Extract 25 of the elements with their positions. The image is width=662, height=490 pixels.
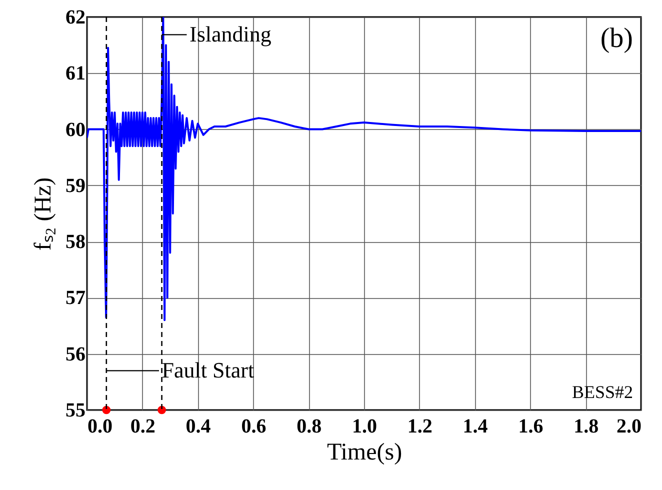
x-tick-label: 0.2 [130,416,156,438]
annotation: BESS#2 [572,382,633,402]
y-tick-label: 56 [66,343,86,366]
y-axis-title: fₛ₂ (Hz) [30,177,56,251]
y-tick-label: 60 [66,118,86,141]
x-tick-label: 2.0 [616,416,642,438]
x-tick-label: 0.6 [241,416,266,438]
x-tick-label: 0.8 [296,416,322,438]
x-axis-title: Time(s) [326,440,402,466]
x-tick-label: 1.6 [518,416,544,438]
x-tick-label: 0.0 [88,416,112,438]
y-tick-label: 55 [66,400,86,422]
ref-line-label: Islanding [189,22,272,47]
y-tick-label: 62 [66,6,86,28]
y-tick-label: 58 [66,231,86,254]
y-tick-label: 61 [66,62,86,85]
annotation: (b) [600,23,633,54]
y-tick-label: 59 [66,174,86,197]
y-tick-label: 57 [66,287,86,310]
x-tick-label: 1.0 [352,416,377,438]
x-tick-label: 0.4 [186,416,211,438]
x-tick-label: 1.4 [462,416,488,438]
x-tick-label: 1.2 [407,416,432,438]
x-tick-label: 1.8 [574,416,599,438]
ref-line-label: Fault Start [162,358,254,383]
